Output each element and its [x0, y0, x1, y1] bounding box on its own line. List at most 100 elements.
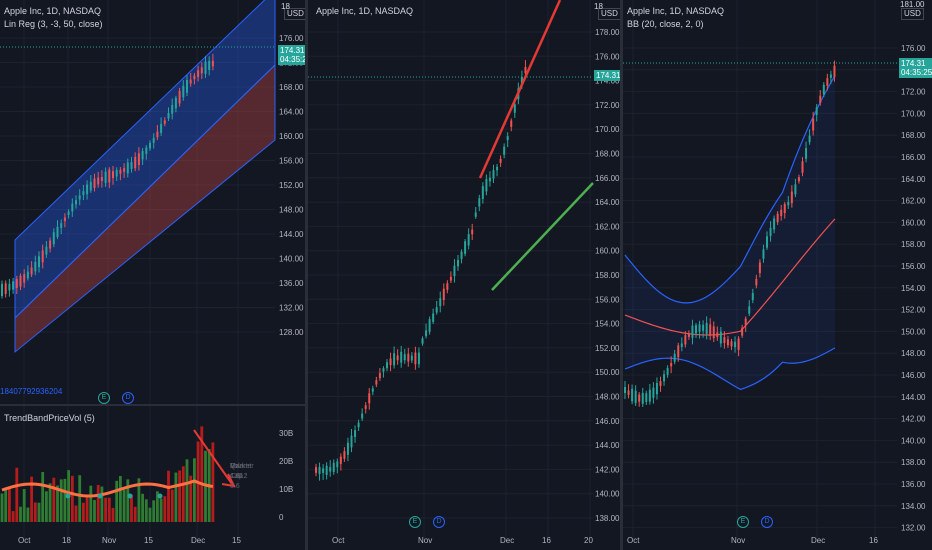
p2-candle: [357, 422, 360, 428]
y-tick-label: 156.00: [595, 295, 620, 304]
p1-candle: [60, 223, 63, 228]
p3-candle: [751, 293, 754, 301]
indicator-label[interactable]: Lin Reg (3, -3, 50, close): [4, 19, 103, 29]
chart-panel-1[interactable]: Oct18Nov15Dec15176.00172.00168.00164.001…: [0, 0, 305, 550]
p1-candle: [171, 105, 174, 114]
panel-divider[interactable]: [305, 0, 308, 550]
earnings-icon[interactable]: E: [409, 516, 421, 528]
ghost-legend-line: Quarter : 35.2: [230, 463, 254, 480]
p3-candle: [797, 177, 800, 182]
y-tick-label: 168.00: [901, 131, 926, 140]
p3-candle: [655, 382, 658, 395]
p1-candle: [52, 232, 55, 245]
p2-candle: [410, 355, 413, 361]
y-tick-label: 152.00: [901, 306, 926, 315]
dividend-icon[interactable]: D: [761, 516, 773, 528]
price-label: 174.31: [594, 70, 620, 81]
p2-candle: [524, 66, 527, 74]
y-tick-label: 164.00: [901, 175, 926, 184]
p2-candle: [332, 462, 335, 472]
p1-candle: [193, 75, 196, 80]
p1-candle: [130, 162, 133, 169]
p2-candle: [382, 368, 385, 372]
p2-candle: [506, 136, 509, 141]
currency-label[interactable]: USD: [598, 8, 620, 20]
top-tick: 18: [281, 2, 290, 11]
p1-candle: [89, 181, 92, 191]
p3-candle: [776, 213, 779, 222]
chart-title: Apple Inc, 1D, NASDAQ: [316, 6, 414, 16]
support-trendline: [491, 182, 594, 291]
p2-candle: [485, 179, 488, 192]
p1-candle: [182, 85, 185, 98]
p3-candle: [705, 322, 708, 335]
p1-candle: [197, 70, 200, 77]
p2-candle: [499, 158, 502, 163]
p1-candle: [12, 281, 15, 290]
p2-candle: [417, 352, 420, 365]
y-tick-label: 156.00: [901, 262, 926, 271]
p2-candle: [464, 241, 467, 254]
p1-candle: [71, 203, 74, 212]
y-tick-label: 160.00: [279, 132, 304, 141]
price-scale-bg: [593, 0, 620, 550]
indicator-label[interactable]: BB (20, close, 2, 0): [627, 19, 704, 29]
y-tick-label: 144.00: [901, 393, 926, 402]
sub-indicator-title[interactable]: TrendBandPriceVol (5): [4, 413, 95, 423]
p2-candle: [474, 212, 477, 217]
earnings-icon[interactable]: E: [98, 392, 110, 404]
p2-candle: [510, 120, 513, 127]
p2-candle: [425, 330, 428, 337]
p3-candle: [645, 393, 648, 402]
volume-tick-label: 30B: [279, 429, 293, 438]
p3-candle: [695, 325, 697, 334]
volume-bar: [59, 479, 63, 522]
volume-bar: [130, 494, 133, 522]
y-tick-label: 150.00: [901, 327, 926, 336]
p1-candle: [156, 131, 159, 138]
y-tick-label: 154.00: [595, 320, 620, 329]
p3-candle: [758, 262, 761, 274]
volume-bar: [30, 476, 33, 522]
p3-candle: [670, 363, 673, 367]
panel-divider[interactable]: [620, 0, 623, 550]
p2-candle: [435, 307, 438, 313]
chart-canvas-1[interactable]: Oct18Nov15Dec15176.00172.00168.00164.001…: [0, 0, 305, 550]
top-tick: 181.00: [900, 0, 925, 9]
p2-candle: [389, 358, 392, 365]
p2-candle: [346, 442, 349, 455]
dividend-icon[interactable]: D: [433, 516, 445, 528]
y-tick-label: 134.00: [901, 502, 926, 511]
volume-bar: [170, 489, 174, 522]
y-tick-label: 154.00: [901, 284, 926, 293]
earnings-icon[interactable]: E: [737, 516, 749, 528]
y-tick-label: 136.00: [279, 279, 304, 288]
currency-label[interactable]: USD: [901, 8, 924, 20]
p1-candle: [34, 261, 37, 272]
p1-candle: [100, 177, 103, 182]
chart-panel-2[interactable]: Oct Nov Dec 16 20 178.00 176.00 174.00 172.00 170…: [308, 0, 620, 550]
resistance-trendline: [478, 0, 562, 179]
currency-label[interactable]: USD: [284, 8, 305, 20]
p2-candle: [460, 251, 463, 259]
chart-canvas-3[interactable]: OctNovDec16176.00174.00172.00170.00168.0…: [623, 0, 932, 550]
volume-bar: [193, 458, 196, 522]
volume-bar: [141, 493, 144, 522]
y-tick-label: 174.00: [595, 77, 620, 86]
chart-panel-3[interactable]: OctNovDec16176.00174.00172.00170.00168.0…: [623, 0, 932, 550]
volume-bar: [100, 486, 104, 522]
p3-candle: [652, 387, 655, 398]
p2-candle: [442, 288, 445, 300]
p2-candle: [421, 338, 424, 344]
dividend-icon[interactable]: D: [122, 392, 134, 404]
volume-bar: [211, 442, 215, 522]
y-tick-label: 176.00: [901, 44, 926, 53]
p3-candle: [648, 389, 651, 402]
p3-candle: [673, 354, 676, 362]
p1-candle: [115, 170, 118, 177]
p2-candle: [457, 259, 459, 267]
p1-candle: [123, 168, 126, 172]
chart-canvas-2[interactable]: Oct Nov Dec 16 20 178.00 176.00 174.00 172.00 170…: [308, 0, 620, 550]
volume-bar: [82, 502, 85, 522]
